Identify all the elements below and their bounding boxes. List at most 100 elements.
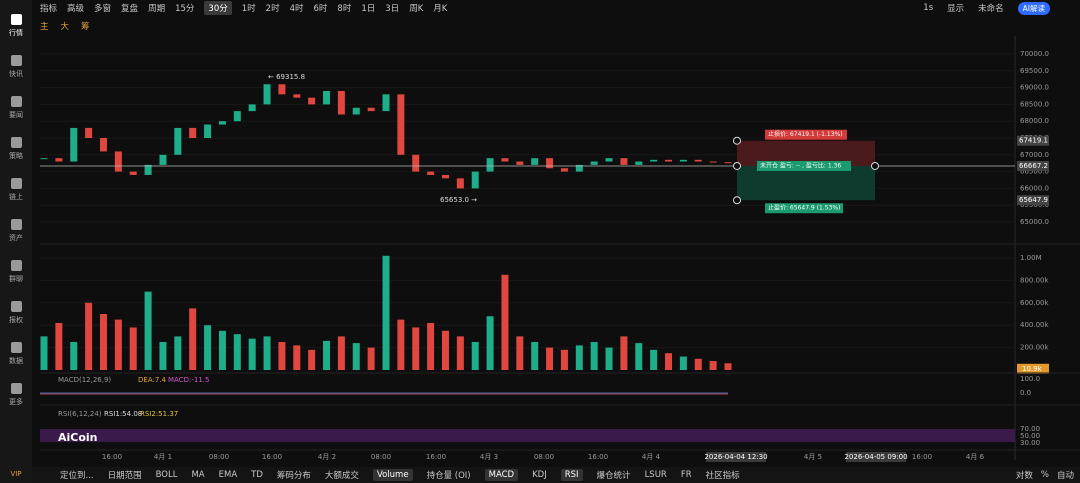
indicator[interactable]: BOLL xyxy=(155,470,178,480)
volume-bar xyxy=(531,342,539,370)
sidebar-label: 策略 xyxy=(9,152,23,160)
indicator[interactable]: 持仓量 (OI) xyxy=(426,471,471,481)
indicator[interactable]: MA xyxy=(191,470,205,480)
period[interactable]: 15分 xyxy=(175,4,195,14)
volume-bar xyxy=(546,347,554,370)
tool[interactable]: 指标 xyxy=(40,4,58,14)
sidebar-item[interactable]: 快讯 xyxy=(0,55,32,79)
bottom-tool[interactable]: 对数 xyxy=(1015,471,1033,481)
candle xyxy=(263,84,271,105)
vip[interactable]: VIP xyxy=(10,470,22,478)
indicator[interactable]: 大额成交 xyxy=(324,471,359,481)
period[interactable]: 30分 xyxy=(204,1,232,15)
candle xyxy=(501,158,509,162)
y-tick-label: 70.00 xyxy=(1020,425,1040,433)
y-tick-label: 68000.0 xyxy=(1020,117,1049,125)
indicator[interactable]: FR xyxy=(680,470,692,480)
stop-loss-box xyxy=(1017,135,1049,146)
sidebar-item[interactable]: 要闻 xyxy=(0,96,32,120)
sidebar-item[interactable]: 数据 xyxy=(0,342,32,366)
indicator[interactable]: 爆仓统计 xyxy=(596,471,631,481)
icon xyxy=(10,301,22,312)
candle xyxy=(456,178,464,189)
sidebar-item[interactable]: 更多 xyxy=(0,383,32,407)
candle xyxy=(114,151,122,172)
indicator[interactable]: RSI xyxy=(560,469,583,481)
icon xyxy=(10,14,22,25)
candle xyxy=(337,90,345,115)
sidebar-label: 报权 xyxy=(9,316,23,324)
sidebar-label: 群聊 xyxy=(9,275,23,283)
period[interactable]: 8时 xyxy=(337,4,352,14)
candle xyxy=(144,164,152,175)
volume-bar xyxy=(635,343,643,370)
period[interactable]: 4时 xyxy=(289,4,304,14)
indicator[interactable]: 社区指标 xyxy=(705,471,740,481)
indicator[interactable]: Volume xyxy=(372,469,413,481)
indicator[interactable]: TD xyxy=(251,470,263,480)
volume-bar xyxy=(590,342,598,370)
tool[interactable]: 复盘 xyxy=(121,4,139,14)
volume-bar xyxy=(70,342,78,370)
sidebar-item[interactable]: 行情 xyxy=(0,14,32,38)
indicator[interactable]: LSUR xyxy=(644,470,667,480)
candle xyxy=(665,159,673,162)
icon xyxy=(10,383,22,394)
period[interactable]: 2时 xyxy=(265,4,280,14)
period[interactable]: 6时 xyxy=(313,4,328,14)
tool[interactable]: 未命名 xyxy=(978,4,1004,14)
volume-bar xyxy=(308,349,316,370)
sidebar-item[interactable]: 群聊 xyxy=(0,260,32,284)
sidebar-item[interactable]: 报权 xyxy=(0,301,32,325)
indicator[interactable]: KDJ xyxy=(532,470,547,480)
tool[interactable]: 1s xyxy=(923,3,934,13)
period[interactable]: 月K xyxy=(433,4,448,14)
x-tick-label: 4月 4 xyxy=(642,453,661,461)
indicator[interactable]: EMA xyxy=(218,470,238,480)
profit-zone xyxy=(737,165,875,201)
period[interactable]: 1时 xyxy=(241,4,256,14)
sidebar-label: 链上 xyxy=(9,193,23,201)
candle xyxy=(516,161,524,165)
draw-tool[interactable]: 筹 xyxy=(81,21,90,32)
bottom-tool[interactable]: 定位到... xyxy=(60,471,94,481)
volume-bar xyxy=(159,342,167,370)
candle xyxy=(605,158,613,162)
sidebar-label: 更多 xyxy=(9,398,23,406)
period[interactable]: 3日 xyxy=(385,4,400,14)
tool[interactable]: 多窗 xyxy=(94,4,112,14)
ai-button[interactable]: AI解读 xyxy=(1017,1,1050,15)
period[interactable]: 周K xyxy=(409,4,424,14)
sidebar-item[interactable]: 链上 xyxy=(0,178,32,202)
candle xyxy=(352,107,360,115)
volume-bar xyxy=(114,319,122,370)
y-tick-label: 1.00M xyxy=(1020,254,1042,262)
indicator[interactable]: 筹码分布 xyxy=(276,471,311,481)
volume-bar xyxy=(650,349,658,370)
candle xyxy=(590,161,598,165)
time-highlight xyxy=(706,452,766,462)
sidebar-item[interactable]: 资产 xyxy=(0,219,32,243)
volume-bar xyxy=(679,356,687,370)
bottom-tool[interactable]: % xyxy=(1040,470,1049,480)
sidebar-item[interactable]: 策略 xyxy=(0,137,32,161)
tool[interactable]: 高级 xyxy=(67,4,85,14)
draw-tool[interactable]: 主 xyxy=(40,21,49,32)
y-tick-label: 30.00 xyxy=(1020,439,1040,447)
volume-bar xyxy=(174,336,182,370)
bottom-tool[interactable]: 自动 xyxy=(1056,471,1074,481)
x-tick-label: 4月 2 xyxy=(318,453,336,461)
x-tick-label: 08:00 xyxy=(371,453,391,461)
bottom-bar: 定位到... 日期范围 BOLL MA EMA TD 筹码分布 大额成交 Volume 持仓量 (… xyxy=(32,467,1080,483)
tool[interactable]: 周期 xyxy=(148,4,166,14)
tool[interactable]: 显示 xyxy=(947,4,965,14)
volume-bar xyxy=(471,342,479,370)
y-tick-label: 69000.0 xyxy=(1020,84,1049,92)
icon xyxy=(10,178,22,189)
indicator[interactable]: MACD xyxy=(484,469,519,481)
volume-current-box xyxy=(1017,363,1049,374)
draw-tool[interactable]: 大 xyxy=(60,21,70,32)
period[interactable]: 1日 xyxy=(361,4,376,14)
candle xyxy=(441,174,449,179)
bottom-tool[interactable]: 日期范围 xyxy=(107,471,142,481)
